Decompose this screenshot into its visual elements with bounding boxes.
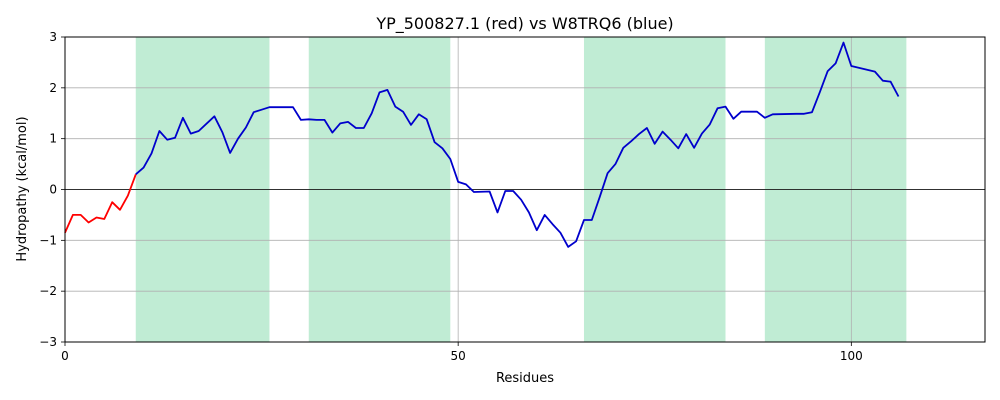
y-axis-label: Hydropathy (kcal/mol) bbox=[15, 116, 30, 261]
chart-title: YP_500827.1 (red) vs W8TRQ6 (blue) bbox=[375, 14, 673, 34]
y-tick-label: 2 bbox=[49, 81, 57, 95]
y-tick-label: 0 bbox=[49, 183, 57, 197]
x-tick-label: 50 bbox=[451, 349, 466, 363]
y-tick-label: −2 bbox=[39, 284, 57, 298]
series-line-red bbox=[64, 173, 137, 234]
y-tick-label: 3 bbox=[49, 30, 57, 44]
x-axis-label: Residues bbox=[496, 371, 554, 386]
series-lines bbox=[64, 41, 900, 248]
y-tick-label: −3 bbox=[39, 335, 57, 349]
x-axis-ticks: 0 50 100 bbox=[61, 342, 863, 363]
y-tick-label: 1 bbox=[49, 132, 57, 146]
series-line-blue bbox=[135, 41, 900, 248]
y-axis-ticks: −3 −2 −1 0 1 2 3 bbox=[39, 30, 65, 349]
x-tick-label: 100 bbox=[840, 349, 863, 363]
y-tick-label: −1 bbox=[39, 233, 57, 247]
x-tick-label: 0 bbox=[61, 349, 69, 363]
